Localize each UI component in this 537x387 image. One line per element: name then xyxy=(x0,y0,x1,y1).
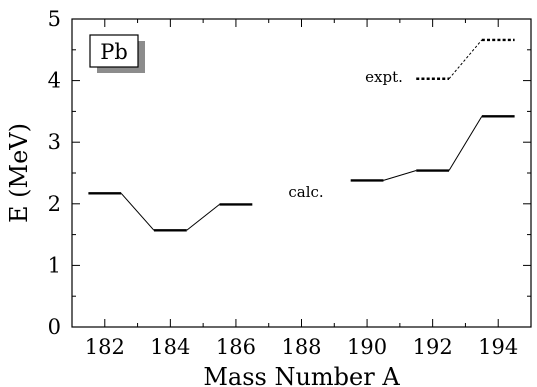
connector-line xyxy=(383,170,417,181)
series-label-expt: expt. xyxy=(365,68,403,86)
series-layer xyxy=(88,38,515,232)
series-label-calc: calc. xyxy=(288,183,323,201)
x-tick-label: 184 xyxy=(150,335,190,359)
label-box-text: Pb xyxy=(100,40,128,64)
x-axis-label: Mass Number A xyxy=(203,363,400,387)
y-tick-label: 3 xyxy=(48,130,61,154)
x-tick-label: 188 xyxy=(281,335,321,359)
label-layer: Mass Number A E (MeV) calc. expt. Pb xyxy=(5,34,403,387)
label-box xyxy=(89,34,139,68)
x-tick-label: 190 xyxy=(347,335,387,359)
ticks-layer: 182 184 186 188 190 192 194 0 1 2 3 4 5 xyxy=(48,7,532,359)
connector-line xyxy=(448,39,483,80)
y-tick-label: 1 xyxy=(48,253,61,277)
x-tick-label: 194 xyxy=(478,335,518,359)
y-tick-label: 0 xyxy=(48,315,61,339)
connector-line xyxy=(448,116,483,171)
x-tick-label: 186 xyxy=(216,335,256,359)
x-tick-label: 192 xyxy=(413,335,453,359)
series-expt xyxy=(416,38,515,80)
series-calc xyxy=(88,115,515,232)
y-tick-label: 2 xyxy=(48,192,61,216)
x-tick-label: 182 xyxy=(85,335,125,359)
connector-line xyxy=(186,204,220,231)
connector-line xyxy=(120,192,155,231)
y-tick-label: 5 xyxy=(48,7,61,31)
y-tick-label: 4 xyxy=(48,69,61,93)
y-axis-label: E (MeV) xyxy=(5,123,33,223)
